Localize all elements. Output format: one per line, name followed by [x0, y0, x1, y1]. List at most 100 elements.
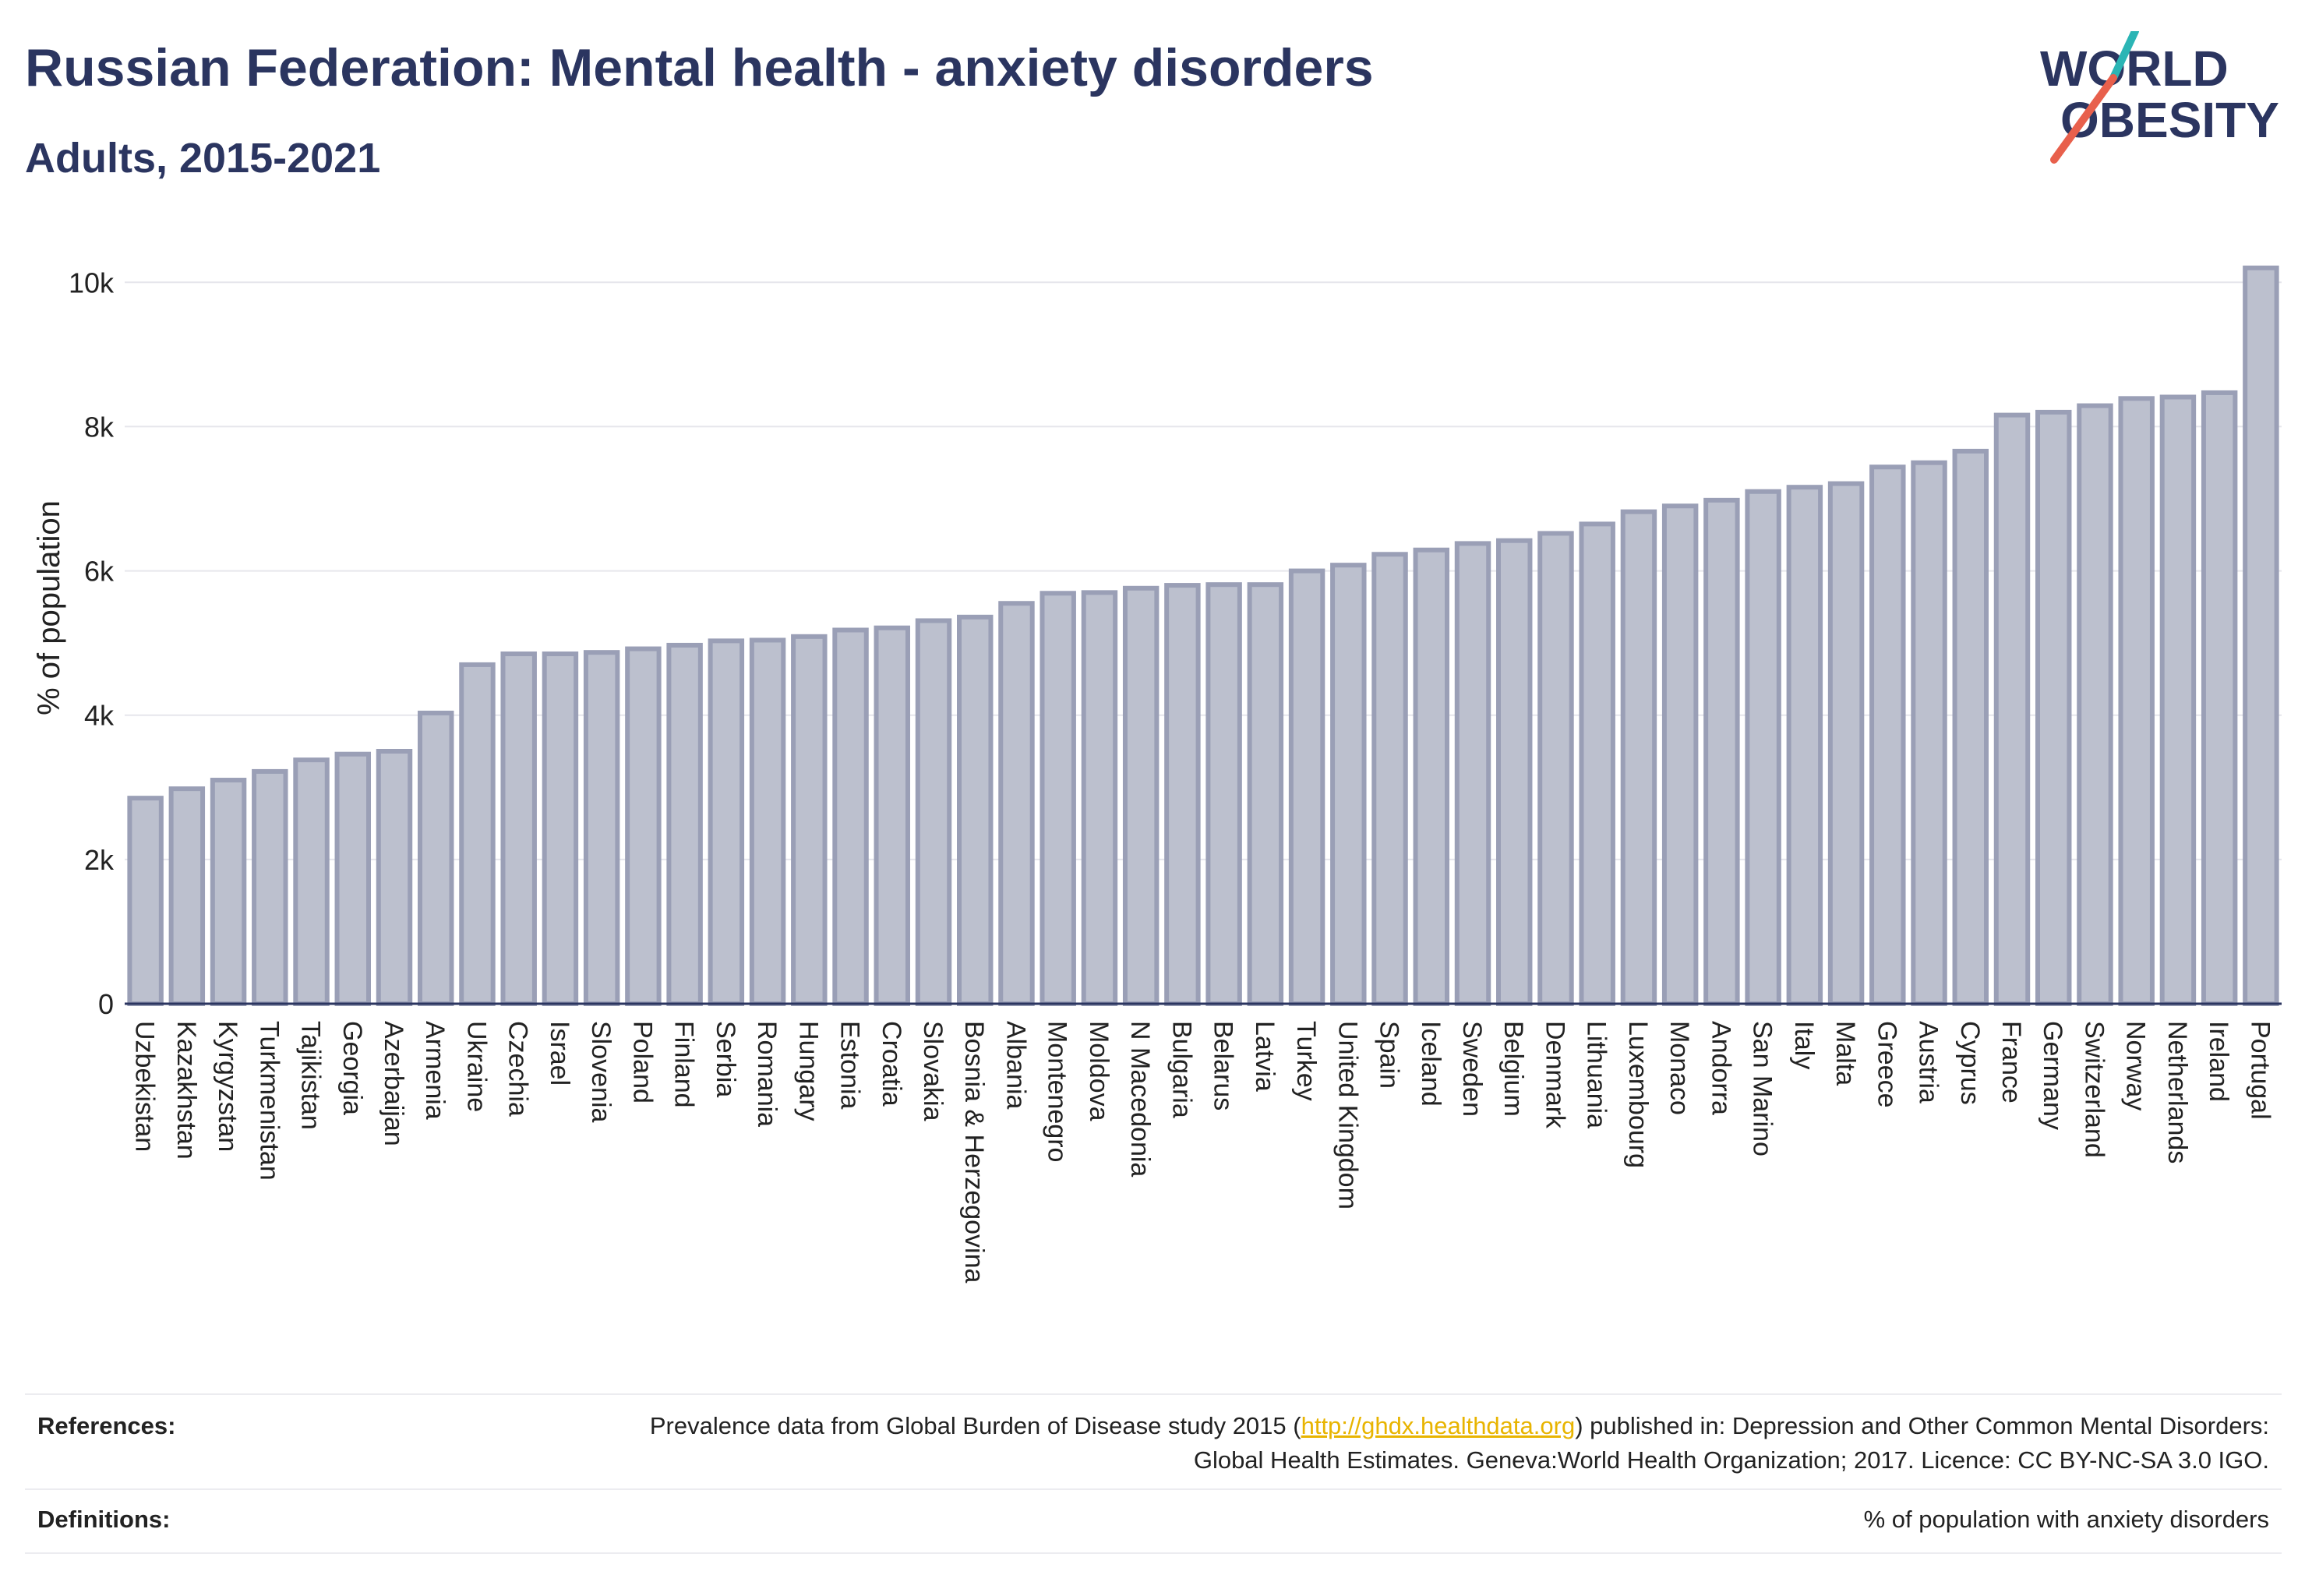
x-tick-label: Sweden	[1457, 1021, 1487, 1117]
bar[interactable]	[210, 778, 247, 1006]
bar[interactable]	[1040, 591, 1076, 1006]
bar[interactable]	[2201, 390, 2238, 1007]
bar[interactable]	[500, 651, 537, 1006]
bar[interactable]	[1745, 489, 1781, 1006]
bar[interactable]	[915, 618, 952, 1007]
bar[interactable]	[127, 796, 164, 1006]
bar[interactable]	[2035, 409, 2072, 1006]
bar[interactable]	[1122, 585, 1160, 1006]
chart-subtitle: Adults, 2015-2021	[25, 135, 381, 182]
bar[interactable]	[293, 757, 330, 1006]
bar[interactable]	[1703, 497, 1740, 1006]
references-text-before: Prevalence data from Global Burden of Di…	[649, 1412, 1301, 1439]
bar[interactable]	[252, 768, 288, 1006]
x-tick-label: Portugal	[2245, 1021, 2275, 1120]
x-tick-label: Georgia	[337, 1021, 367, 1115]
bar[interactable]	[2159, 394, 2197, 1006]
x-tick-label: Israel	[545, 1021, 574, 1086]
bar[interactable]	[1537, 531, 1574, 1006]
definitions-text: % of population with anxiety disorders	[1863, 1506, 2269, 1533]
bar[interactable]	[1413, 547, 1449, 1006]
bar[interactable]	[874, 625, 910, 1007]
x-tick-label: Iceland	[1416, 1021, 1445, 1107]
x-tick-label: Cyprus	[1955, 1021, 1985, 1105]
bar[interactable]	[542, 651, 579, 1006]
x-tick-label: United Kingdom	[1333, 1021, 1362, 1209]
bar[interactable]	[1952, 448, 1989, 1006]
bar[interactable]	[1661, 503, 1699, 1006]
bar[interactable]	[1496, 538, 1533, 1006]
bar[interactable]	[1827, 481, 1865, 1006]
x-tick-label: Andorra	[1706, 1021, 1735, 1115]
logo-slash-top	[2109, 31, 2139, 82]
bar[interactable]	[1205, 582, 1242, 1006]
bar[interactable]	[2118, 396, 2155, 1006]
x-tick-label: Denmark	[1540, 1021, 1569, 1129]
bar[interactable]	[625, 646, 662, 1006]
bar[interactable]	[1371, 552, 1408, 1006]
references-text-after: ) published in: Depression and Other Com…	[1193, 1412, 2269, 1474]
x-tick-label: Ireland	[2204, 1021, 2233, 1102]
x-tick-label: Romania	[752, 1021, 782, 1127]
bar[interactable]	[376, 749, 413, 1006]
bar[interactable]	[1620, 509, 1657, 1006]
references-text: Prevalence data from Global Burden of Di…	[633, 1409, 2269, 1478]
bar[interactable]	[1454, 541, 1491, 1006]
chart-title: Russian Federation: Mental health - anxi…	[25, 38, 1374, 97]
x-tick-label: Kazakhstan	[171, 1021, 201, 1160]
x-tick-label: Turkey	[1291, 1021, 1321, 1101]
logo-line-1: WORLD	[2040, 41, 2229, 97]
x-tick-label: Latvia	[1250, 1021, 1280, 1092]
bar[interactable]	[708, 638, 745, 1006]
world-obesity-logo: WORLD OBESITY	[2040, 31, 2279, 164]
bar[interactable]	[334, 751, 371, 1007]
x-tick-label: Norway	[2121, 1021, 2151, 1110]
bar[interactable]	[957, 614, 994, 1006]
bar[interactable]	[1330, 563, 1367, 1006]
bar[interactable]	[998, 601, 1035, 1006]
x-tick-label: Italy	[1789, 1021, 1819, 1069]
bar-chart: 0 2k 4k 6k 8k 10k Uzbekistan Kazakhstan Kyrgyzs…	[32, 265, 2282, 1284]
bar[interactable]	[168, 786, 206, 1006]
bar[interactable]	[2077, 403, 2113, 1006]
references-link[interactable]: http://ghdx.healthdata.org	[1301, 1412, 1576, 1439]
bar[interactable]	[791, 634, 828, 1006]
x-tick-label: Uzbekistan	[130, 1021, 160, 1152]
bar[interactable]	[1911, 460, 1947, 1006]
x-tick-label: Luxembourg	[1623, 1021, 1653, 1168]
bar[interactable]	[749, 637, 786, 1006]
bar[interactable]	[1164, 583, 1201, 1006]
x-tick-label: Slovakia	[918, 1021, 948, 1121]
x-tick-label: Slovenia	[586, 1021, 616, 1123]
y-tick-label: 8k	[84, 411, 115, 443]
x-tick-label: Montenegro	[1043, 1021, 1072, 1162]
x-tick-label: Azerbaijan	[379, 1021, 408, 1146]
bar[interactable]	[1786, 485, 1823, 1006]
x-tick-label: Austria	[1914, 1021, 1943, 1103]
bar[interactable]	[1247, 582, 1284, 1006]
bar[interactable]	[418, 710, 454, 1006]
y-tick-label: 10k	[69, 267, 115, 298]
x-tick-label: Lithuania	[1582, 1021, 1611, 1128]
x-tick-label: Hungary	[793, 1021, 823, 1121]
bars	[127, 265, 2279, 1007]
x-tick-label: Monaco	[1664, 1021, 1694, 1115]
bar[interactable]	[1288, 568, 1325, 1006]
bar[interactable]	[1081, 590, 1118, 1006]
bar[interactable]	[832, 627, 869, 1006]
x-tick-label: Albania	[1001, 1021, 1030, 1110]
bar[interactable]	[1869, 464, 1906, 1006]
bar[interactable]	[1993, 412, 2031, 1006]
y-tick-label: 2k	[84, 844, 115, 876]
x-axis: Uzbekistan Kazakhstan Kyrgyzstan Turkmenist…	[125, 1002, 2282, 1284]
bar[interactable]	[1579, 521, 1615, 1006]
x-tick-label: Poland	[627, 1021, 657, 1103]
bar[interactable]	[666, 642, 703, 1006]
bar[interactable]	[459, 662, 496, 1007]
bar[interactable]	[583, 650, 620, 1006]
x-tick-label: Malta	[1830, 1021, 1860, 1086]
bar[interactable]	[2243, 265, 2279, 1006]
references-row: References: Prevalence data from Global …	[25, 1393, 2282, 1490]
x-tick-label: Kyrgyzstan	[213, 1021, 242, 1152]
y-axis-label: % of population	[32, 500, 66, 715]
